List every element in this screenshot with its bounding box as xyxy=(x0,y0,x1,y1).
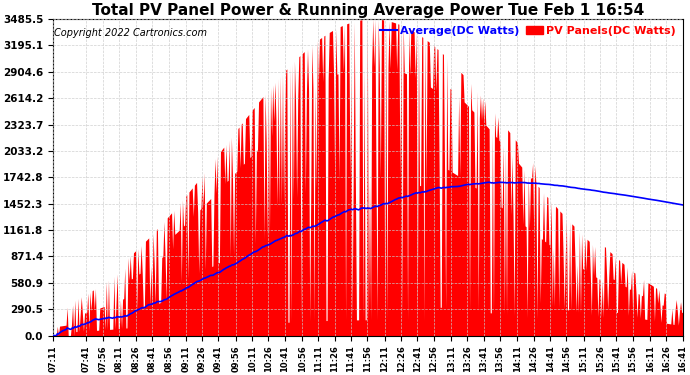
Title: Total PV Panel Power & Running Average Power Tue Feb 1 16:54: Total PV Panel Power & Running Average P… xyxy=(92,3,644,18)
Text: Copyright 2022 Cartronics.com: Copyright 2022 Cartronics.com xyxy=(55,28,207,39)
Legend: Average(DC Watts), PV Panels(DC Watts): Average(DC Watts), PV Panels(DC Watts) xyxy=(379,24,677,37)
